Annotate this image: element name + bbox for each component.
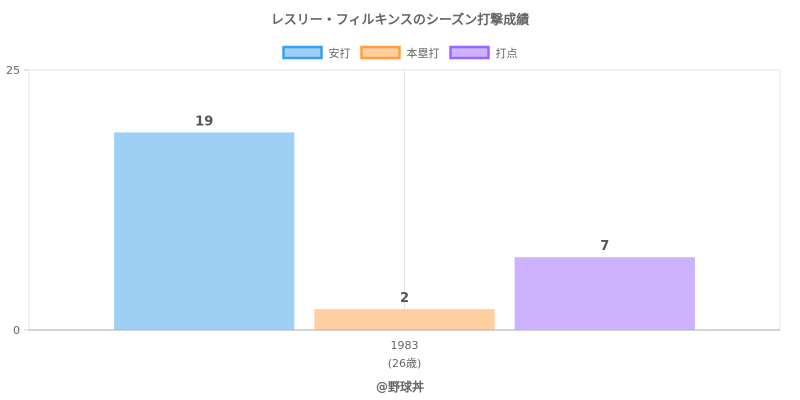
legend-label-1: 本塁打: [407, 46, 440, 60]
x-tick-sublabel-0: (26歳): [388, 357, 422, 370]
data-label-2-0: 7: [600, 239, 609, 254]
gridlines: [28, 69, 781, 330]
data-label-0-0: 19: [195, 114, 213, 129]
data-label-1-0: 2: [400, 291, 409, 306]
legend-label-0: 安打: [329, 46, 351, 60]
x-tick-label-0: 1983: [391, 339, 419, 352]
bar-2-0[interactable]: [514, 257, 695, 330]
bars: [114, 132, 695, 330]
chart-title: レスリー・フィルキンスのシーズン打撃成績: [271, 12, 529, 28]
legend-swatch-0[interactable]: [282, 45, 323, 60]
credit-label: @野球丼: [376, 379, 424, 394]
legend-label-2: 打点: [496, 46, 518, 60]
legend: 安打 本塁打 打点: [282, 45, 518, 60]
bar-1-0[interactable]: [314, 309, 495, 330]
y-tick-label-0: 0: [13, 324, 20, 337]
axes: 0 25 1983 (26歳): [6, 64, 780, 370]
bar-0-0[interactable]: [114, 132, 295, 330]
y-tick-label-1: 25: [6, 64, 20, 77]
legend-swatch-1[interactable]: [360, 45, 401, 60]
legend-swatch-2[interactable]: [449, 45, 490, 60]
